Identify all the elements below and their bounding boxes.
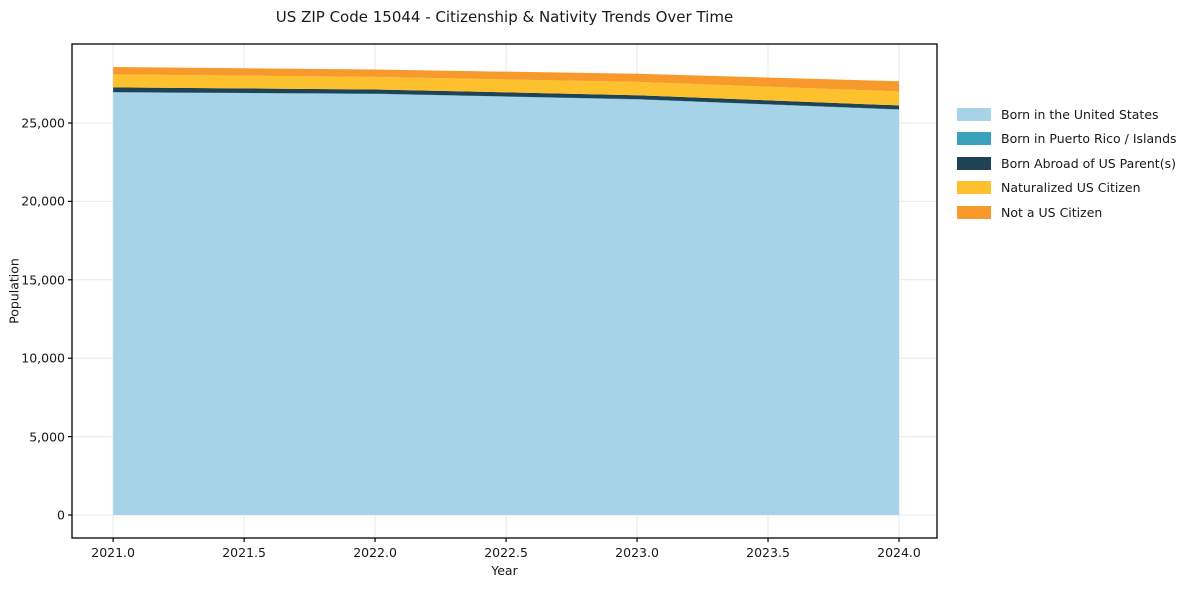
legend-item: Born in the United States [957,102,1177,127]
legend-item: Not a US Citizen [957,200,1177,225]
x-axis-label: Year [491,563,518,578]
area-series-born-in-the-united-states [113,92,900,515]
y-tick-label: 25,000 [21,115,65,131]
legend-swatch-icon [957,181,991,195]
legend-label: Born in the United States [1001,106,1159,122]
legend: Born in the United States Born in Puerto … [957,102,1177,225]
x-tick-label: 2022.5 [484,545,528,560]
x-tick-label: 2021.0 [91,545,135,560]
x-tick-label: 2023.5 [746,545,790,560]
legend-item: Born Abroad of US Parent(s) [957,151,1177,176]
x-tick-label: 2021.5 [222,545,266,560]
x-tick-label: 2022.0 [353,545,397,560]
legend-swatch-icon [957,156,991,170]
y-tick-label: 5,000 [29,429,65,445]
legend-label: Born Abroad of US Parent(s) [1001,155,1176,171]
y-axis-label: Population [6,258,22,324]
y-tick-label: 15,000 [21,272,65,288]
y-tick-label: 20,000 [21,193,65,209]
legend-label: Born in Puerto Rico / Islands [1001,131,1177,147]
legend-swatch-icon [957,107,991,121]
area-series-naturalized-us-citizen [113,74,900,106]
plot-frame [71,43,938,539]
y-tick-label: 0 [57,507,65,523]
x-tick-label: 2024.0 [877,545,921,560]
legend-swatch-icon [957,132,991,146]
chart-title: US ZIP Code 15044 - Citizenship & Nativi… [275,8,734,26]
legend-item: Naturalized US Citizen [957,176,1177,201]
area-series-born-abroad-of-us-parent-s [113,87,900,110]
legend-label: Not a US Citizen [1001,204,1103,220]
legend-label: Naturalized US Citizen [1001,180,1141,196]
y-tick-label: 10,000 [21,350,65,366]
legend-item: Born in Puerto Rico / Islands [957,127,1177,152]
x-tick-label: 2023.0 [615,545,659,560]
area-series-not-a-us-citizen [113,67,900,92]
legend-swatch-icon [957,205,991,219]
